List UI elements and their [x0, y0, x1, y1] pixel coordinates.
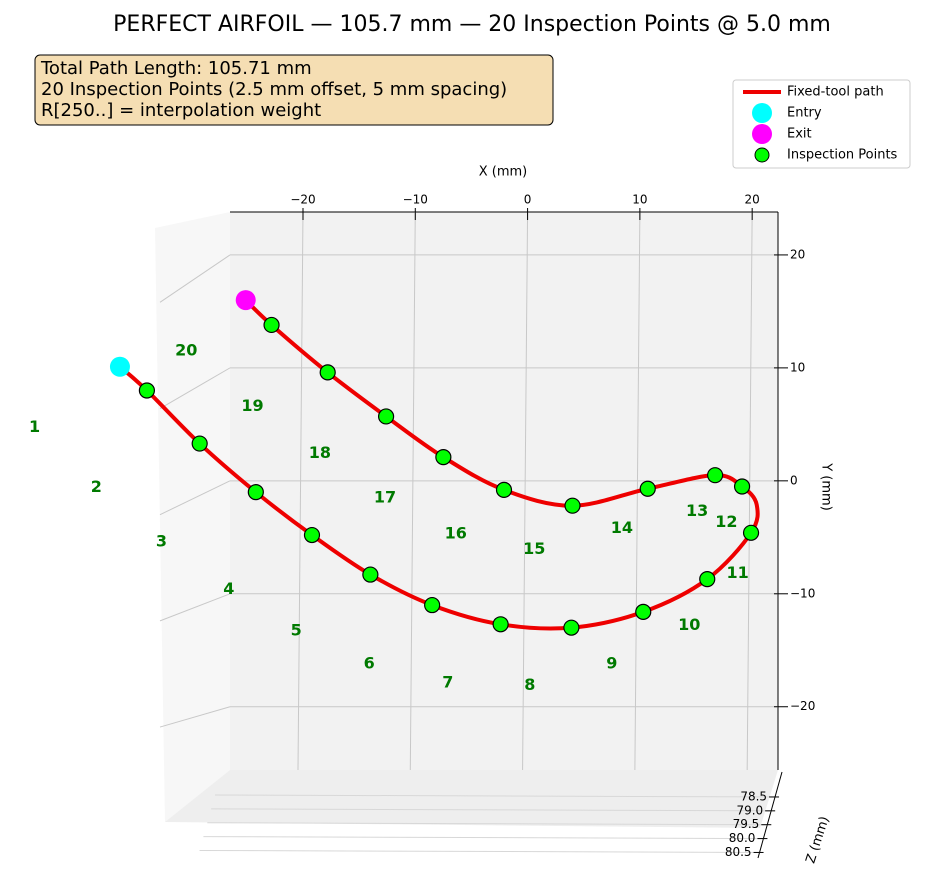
point-label: 14 — [611, 518, 633, 537]
point-label: 17 — [374, 487, 396, 506]
info-line: 20 Inspection Points (2.5 mm offset, 5 m… — [41, 79, 507, 100]
entry-point — [109, 356, 130, 377]
left-pane — [155, 212, 230, 822]
point-label: 12 — [715, 512, 737, 531]
point-label: 3 — [156, 531, 167, 550]
x-tick-label: −20 — [290, 193, 315, 207]
point-label: 2 — [91, 477, 102, 496]
point-label: 9 — [606, 653, 617, 672]
grid: −20 −10 0 10 20 −20 −10 0 10 20 78.579.079.580.080… — [159, 193, 815, 859]
x-tick-label: −10 — [403, 193, 428, 207]
inspection-point — [247, 484, 264, 501]
exit-point — [235, 290, 256, 311]
x-tick-label: 10 — [632, 193, 647, 207]
grid-line — [159, 593, 231, 622]
inspection-point — [319, 364, 336, 381]
info-box — [34, 54, 554, 126]
x-tick-label: 0 — [524, 193, 532, 207]
inspection-point — [707, 467, 724, 484]
legend-label: Entry — [787, 106, 822, 121]
chart-title: PERFECT AIRFOIL — 105.7 mm — 20 Inspecti… — [113, 12, 831, 37]
inspection-point — [377, 408, 395, 425]
point-label: 11 — [726, 563, 748, 582]
inspection-point — [303, 526, 321, 544]
inspection-point — [564, 497, 581, 514]
inspection-point — [424, 596, 441, 614]
grid-line — [211, 808, 772, 812]
inspection-point — [362, 566, 379, 583]
grid-line — [522, 211, 529, 771]
grid-line — [159, 706, 231, 728]
point-label: 4 — [223, 579, 234, 598]
inspection-point — [435, 449, 452, 466]
point-label: 16 — [445, 523, 467, 542]
info-line: Total Path Length: 105.71 mm — [40, 58, 312, 79]
legend-label: Fixed-tool path — [787, 85, 884, 100]
y-tick-label: 0 — [790, 473, 798, 487]
inspection-point — [138, 382, 156, 399]
grid-line — [207, 822, 768, 826]
point-label: 1 — [29, 417, 40, 436]
legend-swatch — [754, 147, 770, 163]
legend-label: Inspection Points — [787, 148, 898, 163]
info-line: R[250..] = interpolation weight — [41, 100, 321, 121]
grid-line — [159, 480, 231, 516]
point-label: 6 — [364, 653, 375, 672]
y-tick-label: −10 — [790, 586, 815, 600]
point-label: 13 — [686, 501, 708, 520]
point-label: 5 — [291, 621, 302, 640]
grid-line — [409, 211, 416, 771]
point-label: 15 — [523, 539, 545, 558]
point-label: 7 — [442, 673, 453, 692]
grid-line — [297, 211, 304, 771]
point-label: 8 — [524, 675, 535, 694]
point-label: 20 — [175, 340, 197, 359]
y-tick-label: 20 — [790, 247, 805, 261]
inspection-point — [635, 603, 652, 620]
point-label: 19 — [241, 396, 263, 415]
z-tick-label: 79.0 — [736, 803, 763, 817]
inspection-point — [492, 616, 509, 633]
inspection-point — [191, 435, 208, 452]
z-axis-label: Z (mm) — [803, 815, 832, 866]
inspection-point — [699, 571, 716, 588]
grid-line — [199, 849, 760, 853]
z-tick-label: 80.0 — [729, 831, 756, 845]
x-tick-label: 20 — [745, 193, 760, 207]
inspection-point — [733, 478, 751, 495]
y-axis-label: Y (mm) — [819, 462, 834, 511]
floor-pane — [165, 770, 778, 828]
y-tick-label: 10 — [790, 360, 805, 374]
inspection-point — [263, 316, 280, 334]
z-tick-label: 79.5 — [733, 817, 760, 831]
grid-line — [203, 836, 764, 840]
legend-label: Exit — [787, 127, 812, 142]
grid-line — [215, 794, 776, 798]
inspection-point — [639, 480, 656, 497]
grid-line — [159, 367, 231, 409]
legend — [732, 79, 911, 169]
z-axis-line — [757, 771, 783, 859]
point-label: 10 — [678, 615, 700, 634]
inspection-point — [742, 524, 760, 541]
legend-swatch — [752, 103, 772, 123]
inspection-point — [563, 619, 580, 636]
legend-swatch — [752, 124, 772, 144]
z-tick-label: 78.5 — [740, 789, 767, 803]
inspection-point — [495, 481, 513, 498]
y-tick-label: −20 — [790, 699, 815, 713]
legend-items: Fixed-tool path Entry Exit Inspection Point… — [743, 85, 898, 163]
grid-line — [159, 254, 231, 303]
x-axis-label: X (mm) — [479, 165, 528, 180]
point-label: 18 — [309, 443, 331, 462]
z-tick-label: 80.5 — [725, 845, 752, 859]
